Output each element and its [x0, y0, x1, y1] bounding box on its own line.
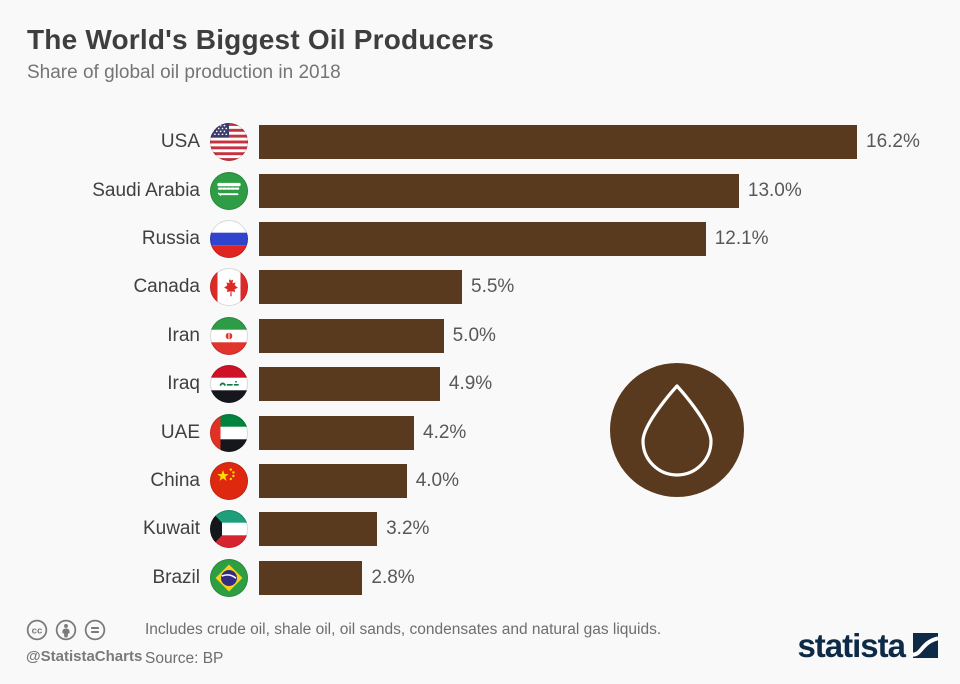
bar-row: Iraq 4.9% [27, 360, 947, 408]
uae-flag-icon [210, 413, 248, 452]
license-icons: cc [26, 619, 106, 641]
source-label: Source: BP [145, 650, 224, 667]
bar-row: Kuwait 3.2% [27, 505, 947, 553]
country-label: Russia [141, 227, 200, 249]
country-label: USA [160, 131, 200, 153]
bar-uae [259, 415, 414, 450]
bar-iraq [259, 367, 440, 402]
value-label: 5.0% [452, 324, 496, 346]
footnote: Includes crude oil, shale oil, oil sands… [145, 621, 662, 638]
bar-row: Russia 12.1% [27, 215, 947, 263]
iraq-flag-icon [210, 365, 248, 404]
country-label: China [150, 469, 200, 491]
bar-row: Iran 5.0% [27, 312, 947, 360]
bar-row: UAE 4.2% [27, 408, 947, 456]
kuwait-flag-icon [210, 510, 248, 549]
value-label: 13.0% [747, 179, 802, 201]
value-label: 4.2% [423, 421, 467, 443]
country-label: UAE [160, 421, 200, 443]
country-label: Brazil [152, 566, 200, 588]
value-label: 16.2% [866, 131, 920, 153]
attribution-icon [55, 619, 77, 641]
value-label: 12.1% [714, 227, 769, 249]
bar-row: China 4.0% [27, 457, 947, 505]
bar-rows: USA 16.2% Saudi Arabia 13.0% Russia 12.1% Cana… [27, 118, 947, 602]
statista-logo: statista [797, 629, 938, 662]
oil-drop-icon [610, 363, 744, 497]
russia-flag-icon [210, 219, 248, 258]
no-derivatives-icon [84, 619, 106, 641]
canada-flag-icon [210, 268, 248, 307]
chart-title: The World's Biggest Oil Producers [27, 24, 495, 55]
saudi-arabia-flag-icon [210, 171, 248, 210]
china-flag-icon [210, 461, 248, 500]
country-label: Kuwait [142, 518, 200, 540]
bar-usa [259, 125, 857, 160]
value-label: 5.5% [471, 276, 515, 298]
statista-wordmark: statista [797, 627, 906, 664]
statista-charts-handle: @StatistaCharts [26, 648, 143, 665]
country-label: Iraq [167, 373, 200, 395]
country-label: Saudi Arabia [92, 179, 200, 201]
country-label: Iran [167, 324, 200, 346]
bar-kuwait [259, 512, 378, 547]
bar-row: USA 16.2% [27, 118, 947, 166]
bar-saudi-arabia [259, 173, 739, 208]
bar-iran [259, 318, 444, 353]
value-label: 3.2% [386, 518, 430, 540]
svg-text:cc: cc [32, 625, 43, 636]
bar-russia [259, 221, 706, 256]
bar-row: Canada 5.5% [27, 263, 947, 311]
bar-china [259, 463, 407, 498]
bar-canada [259, 270, 462, 305]
bar-brazil [259, 560, 363, 595]
value-label: 4.0% [415, 469, 459, 491]
chart-subtitle: Share of global oil production in 2018 [27, 62, 341, 83]
statista-logo-icon [913, 633, 938, 658]
cc-icon: cc [26, 619, 48, 641]
value-label: 2.8% [371, 566, 415, 588]
usa-flag-icon [210, 123, 248, 162]
country-label: Canada [133, 276, 200, 298]
value-label: 4.9% [448, 373, 493, 395]
bar-row: Brazil 2.8% [27, 554, 947, 602]
bar-row: Saudi Arabia 13.0% [27, 166, 947, 214]
brazil-flag-icon [210, 558, 248, 597]
iran-flag-icon [210, 316, 248, 355]
